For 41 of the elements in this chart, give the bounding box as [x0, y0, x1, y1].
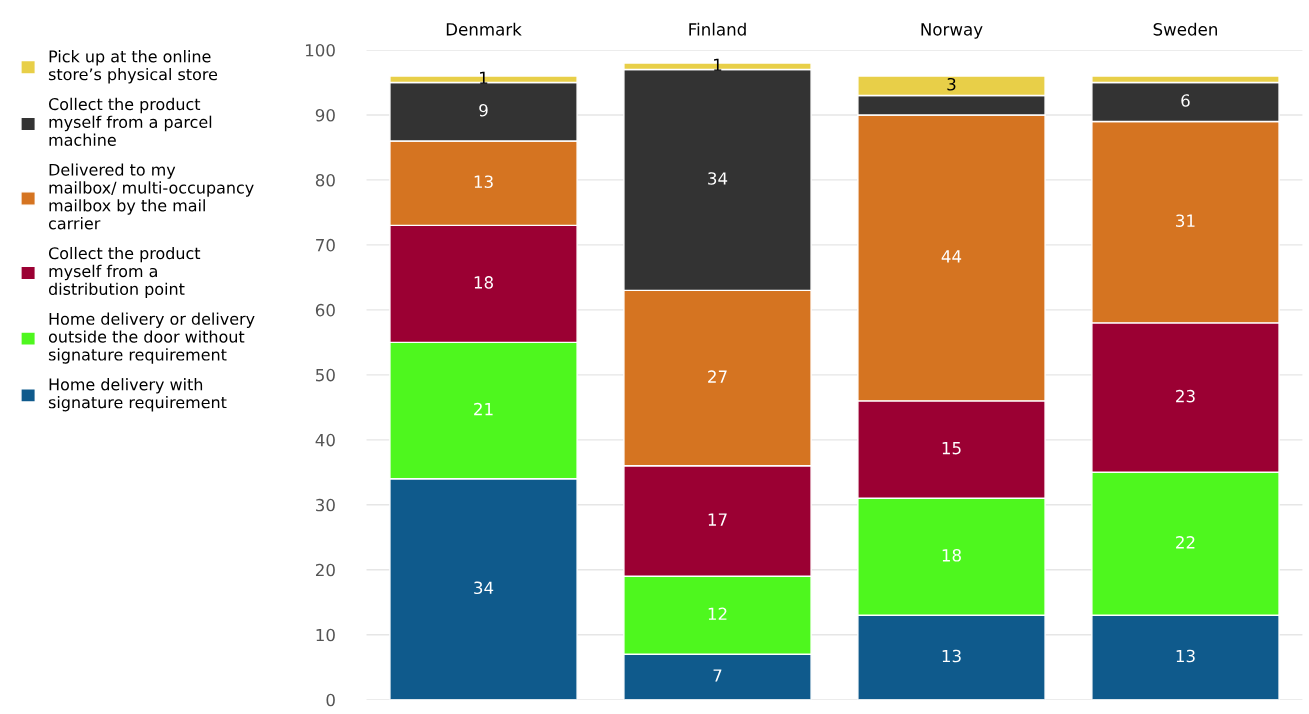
data-label: 22	[1176, 536, 1195, 549]
y-tick-label: 100	[305, 43, 335, 57]
data-label: 21	[474, 402, 493, 416]
data-label: 34	[708, 172, 728, 185]
x-tick-label: Norway	[921, 23, 983, 39]
data-label: 17	[708, 513, 727, 526]
data-label: 44	[941, 250, 962, 263]
y-tick-label: 0	[326, 693, 335, 707]
data-label: 18	[942, 549, 961, 562]
y-tick-label: 90	[315, 108, 335, 122]
legend-label: Pick up at the online store’s physical store	[48, 50, 218, 84]
y-tick-label: 10	[316, 628, 335, 642]
y-tick-label: 60	[315, 303, 335, 317]
x-tick-label: Denmark	[446, 22, 522, 36]
y-tick-label: 40	[315, 433, 335, 447]
data-label: 23	[1176, 389, 1195, 403]
data-label: 3	[947, 77, 956, 91]
data-label: 13	[1176, 649, 1195, 663]
data-label: 15	[942, 442, 961, 455]
legend-label: Delivered to my mailbox/ multi-occupancy mailbox by the mail carrier	[48, 163, 254, 230]
data-label: 12	[708, 607, 727, 620]
data-label: 13	[474, 175, 493, 189]
data-label: 31	[1176, 214, 1195, 227]
legend-label: Collect the product myself from a parcel machine	[48, 97, 212, 146]
y-tick-label: 70	[316, 238, 335, 252]
y-tick-label: 80	[315, 173, 335, 187]
legend-label: Home delivery with signature requirement	[48, 378, 227, 412]
y-tick-label: 30	[316, 498, 335, 512]
y-tick-label: 20	[315, 563, 335, 577]
data-label: 9	[479, 103, 488, 117]
legend-label: Home delivery or delivery outside the door without signature requirement	[48, 312, 255, 364]
data-label: 18	[474, 276, 493, 289]
x-tick-label: Finland	[689, 22, 746, 36]
x-tick-label: Sweden	[1153, 22, 1217, 36]
data-label: 13	[942, 649, 961, 663]
data-label: 6	[1181, 94, 1190, 107]
y-tick-label: 50	[316, 368, 335, 382]
data-label: 7	[713, 669, 722, 682]
data-label: 27	[708, 370, 727, 383]
data-label: 34	[474, 581, 494, 595]
legend-label: Collect the product myself from a distribution point	[48, 246, 201, 299]
